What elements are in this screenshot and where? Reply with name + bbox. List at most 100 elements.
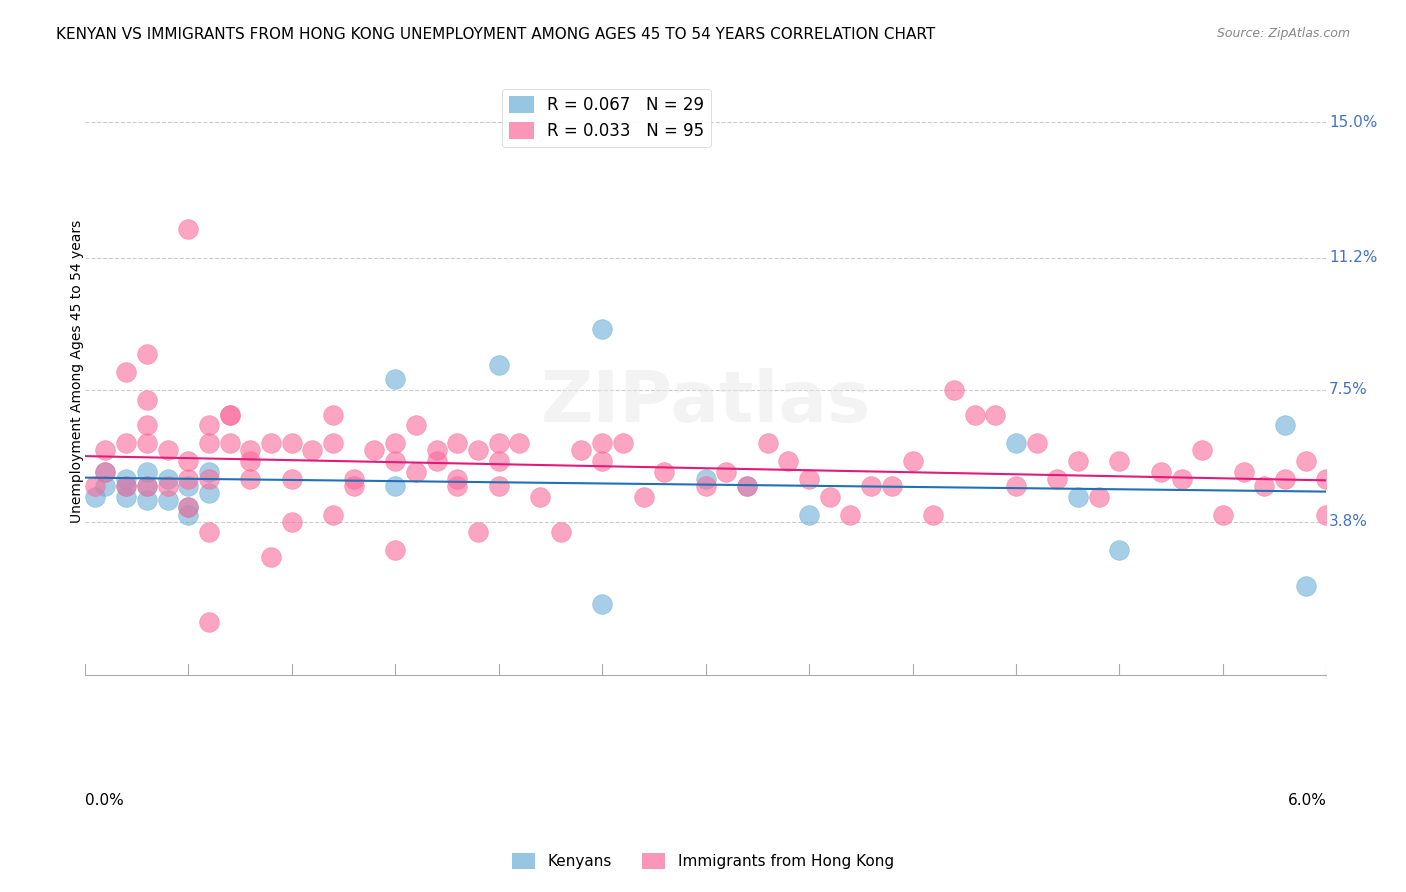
Point bbox=[529, 490, 551, 504]
Point bbox=[488, 454, 510, 468]
Point bbox=[135, 493, 157, 508]
Point bbox=[942, 383, 965, 397]
Point bbox=[218, 408, 240, 422]
Point bbox=[260, 550, 283, 565]
Point bbox=[652, 465, 675, 479]
Point bbox=[735, 479, 758, 493]
Point bbox=[426, 454, 449, 468]
Point bbox=[198, 472, 221, 486]
Point bbox=[446, 436, 468, 450]
Point bbox=[115, 472, 138, 486]
Point bbox=[218, 408, 240, 422]
Point bbox=[550, 525, 572, 540]
Legend: R = 0.067   N = 29, R = 0.033   N = 95: R = 0.067 N = 29, R = 0.033 N = 95 bbox=[502, 89, 710, 147]
Point bbox=[1233, 465, 1256, 479]
Point bbox=[115, 365, 138, 379]
Point bbox=[198, 486, 221, 500]
Point bbox=[984, 408, 1007, 422]
Point bbox=[135, 393, 157, 408]
Point bbox=[135, 418, 157, 433]
Point bbox=[343, 479, 366, 493]
Text: Unemployment Among Ages 45 to 54 years: Unemployment Among Ages 45 to 54 years bbox=[70, 220, 84, 524]
Point bbox=[115, 490, 138, 504]
Point bbox=[695, 472, 717, 486]
Point bbox=[280, 515, 302, 529]
Point bbox=[177, 454, 200, 468]
Point bbox=[1170, 472, 1192, 486]
Point bbox=[84, 490, 107, 504]
Point bbox=[797, 508, 820, 522]
Text: 6.0%: 6.0% bbox=[1288, 793, 1326, 808]
Point bbox=[1274, 472, 1296, 486]
Point bbox=[591, 597, 613, 611]
Point bbox=[591, 436, 613, 450]
Point bbox=[922, 508, 945, 522]
Point bbox=[384, 372, 406, 386]
Point bbox=[488, 479, 510, 493]
Point bbox=[1067, 454, 1090, 468]
Legend: Kenyans, Immigrants from Hong Kong: Kenyans, Immigrants from Hong Kong bbox=[506, 847, 900, 875]
Text: 3.8%: 3.8% bbox=[1329, 514, 1368, 529]
Point bbox=[591, 454, 613, 468]
Point bbox=[218, 436, 240, 450]
Point bbox=[488, 358, 510, 372]
Point bbox=[446, 479, 468, 493]
Point bbox=[135, 479, 157, 493]
Point bbox=[239, 443, 262, 458]
Point bbox=[177, 222, 200, 236]
Point bbox=[1253, 479, 1275, 493]
Point bbox=[735, 479, 758, 493]
Point bbox=[467, 525, 489, 540]
Point bbox=[571, 443, 593, 458]
Point bbox=[94, 479, 117, 493]
Point bbox=[384, 436, 406, 450]
Point bbox=[384, 454, 406, 468]
Point bbox=[508, 436, 530, 450]
Point bbox=[591, 322, 613, 336]
Point bbox=[797, 472, 820, 486]
Point bbox=[1295, 454, 1317, 468]
Point bbox=[301, 443, 323, 458]
Point bbox=[1191, 443, 1213, 458]
Point bbox=[135, 347, 157, 361]
Text: 15.0%: 15.0% bbox=[1329, 114, 1378, 129]
Point bbox=[1295, 579, 1317, 593]
Point bbox=[135, 479, 157, 493]
Point bbox=[135, 465, 157, 479]
Point bbox=[343, 472, 366, 486]
Point bbox=[94, 465, 117, 479]
Point bbox=[177, 479, 200, 493]
Point bbox=[426, 443, 449, 458]
Point bbox=[1046, 472, 1069, 486]
Point bbox=[177, 508, 200, 522]
Point bbox=[695, 479, 717, 493]
Point bbox=[1025, 436, 1047, 450]
Point bbox=[860, 479, 883, 493]
Point bbox=[322, 408, 344, 422]
Point bbox=[198, 465, 221, 479]
Point bbox=[115, 479, 138, 493]
Point bbox=[198, 418, 221, 433]
Text: Source: ZipAtlas.com: Source: ZipAtlas.com bbox=[1216, 27, 1350, 40]
Point bbox=[901, 454, 924, 468]
Point bbox=[363, 443, 385, 458]
Point bbox=[467, 443, 489, 458]
Point bbox=[1315, 508, 1337, 522]
Point bbox=[839, 508, 862, 522]
Text: KENYAN VS IMMIGRANTS FROM HONG KONG UNEMPLOYMENT AMONG AGES 45 TO 54 YEARS CORRE: KENYAN VS IMMIGRANTS FROM HONG KONG UNEM… bbox=[56, 27, 935, 42]
Point bbox=[94, 443, 117, 458]
Point bbox=[115, 436, 138, 450]
Point bbox=[963, 408, 986, 422]
Text: 11.2%: 11.2% bbox=[1329, 250, 1378, 265]
Point bbox=[716, 465, 738, 479]
Point bbox=[756, 436, 779, 450]
Point bbox=[1087, 490, 1109, 504]
Point bbox=[1212, 508, 1234, 522]
Point bbox=[280, 436, 302, 450]
Point bbox=[156, 472, 179, 486]
Point bbox=[405, 418, 427, 433]
Point bbox=[322, 508, 344, 522]
Point bbox=[778, 454, 800, 468]
Point bbox=[156, 493, 179, 508]
Point bbox=[198, 525, 221, 540]
